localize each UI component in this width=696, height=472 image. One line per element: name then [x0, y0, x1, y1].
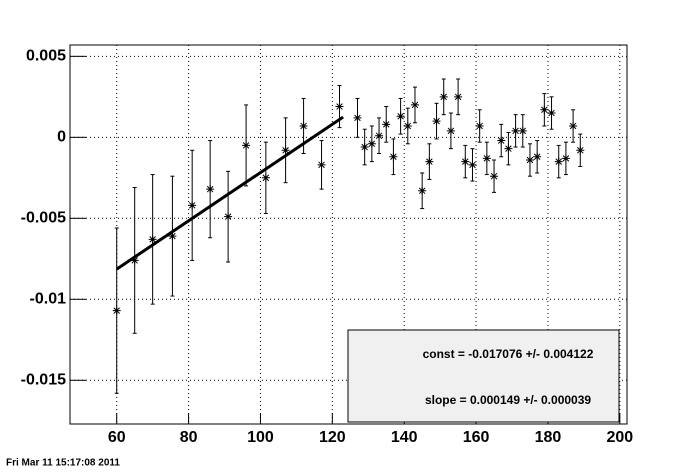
- marker: [518, 126, 527, 135]
- x-tick-label: 60: [108, 429, 126, 446]
- marker: [335, 102, 344, 111]
- marker: [497, 136, 506, 145]
- marker: [188, 201, 197, 210]
- marker: [206, 185, 215, 194]
- marker: [533, 152, 542, 161]
- marker: [468, 160, 477, 169]
- marker: [547, 109, 556, 118]
- marker: [446, 126, 455, 135]
- stats-box: [347, 329, 620, 423]
- y-tick-label: 0: [57, 129, 66, 146]
- marker: [475, 121, 484, 130]
- x-tick-label: 80: [180, 429, 198, 446]
- marker: [224, 212, 233, 221]
- marker: [425, 157, 434, 166]
- marker: [554, 157, 563, 166]
- plot-frame: [69, 44, 628, 425]
- marker: [299, 121, 308, 130]
- marker: [432, 117, 441, 126]
- marker: [389, 152, 398, 161]
- marker: [540, 105, 549, 114]
- x-tick-label: 120: [319, 429, 346, 446]
- marker: [130, 256, 139, 265]
- marker: [281, 146, 290, 155]
- stats-entry: const = -0.017076 +/- 0.004122: [423, 347, 594, 361]
- x-tick-label: 160: [463, 429, 490, 446]
- timestamp: Fri Mar 11 15:17:08 2011: [6, 458, 120, 469]
- marker: [561, 154, 570, 163]
- stats-entry: slope = 0.000149 +/- 0.000039: [425, 393, 591, 407]
- marker: [396, 112, 405, 121]
- marker: [353, 113, 362, 122]
- y-tick-label: -0.01: [30, 291, 67, 308]
- marker: [418, 186, 427, 195]
- y-tick-label: -0.015: [21, 371, 66, 388]
- marker: [454, 92, 463, 101]
- marker: [439, 92, 448, 101]
- marker: [403, 121, 412, 130]
- fit-line: [115, 115, 344, 271]
- marker: [504, 144, 513, 153]
- y-tick-label: 0.005: [26, 48, 66, 65]
- marker: [482, 154, 491, 163]
- marker: [242, 141, 251, 150]
- marker: [168, 232, 177, 241]
- marker: [360, 143, 369, 152]
- marker: [569, 121, 578, 130]
- marker: [375, 131, 384, 140]
- x-tick-label: 140: [391, 429, 418, 446]
- marker: [490, 172, 499, 181]
- marker: [511, 126, 520, 135]
- marker: [576, 146, 585, 155]
- marker: [261, 173, 270, 182]
- marker: [382, 120, 391, 129]
- x-tick-label: 200: [606, 429, 633, 446]
- marker: [112, 306, 121, 315]
- marker: [317, 160, 326, 169]
- marker: [410, 100, 419, 109]
- marker: [148, 235, 157, 244]
- x-tick-label: 180: [535, 429, 562, 446]
- marker: [525, 155, 534, 164]
- y-tick-label: -0.005: [21, 210, 66, 227]
- marker: [461, 157, 470, 166]
- marker: [367, 139, 376, 148]
- x-tick-label: 100: [247, 429, 274, 446]
